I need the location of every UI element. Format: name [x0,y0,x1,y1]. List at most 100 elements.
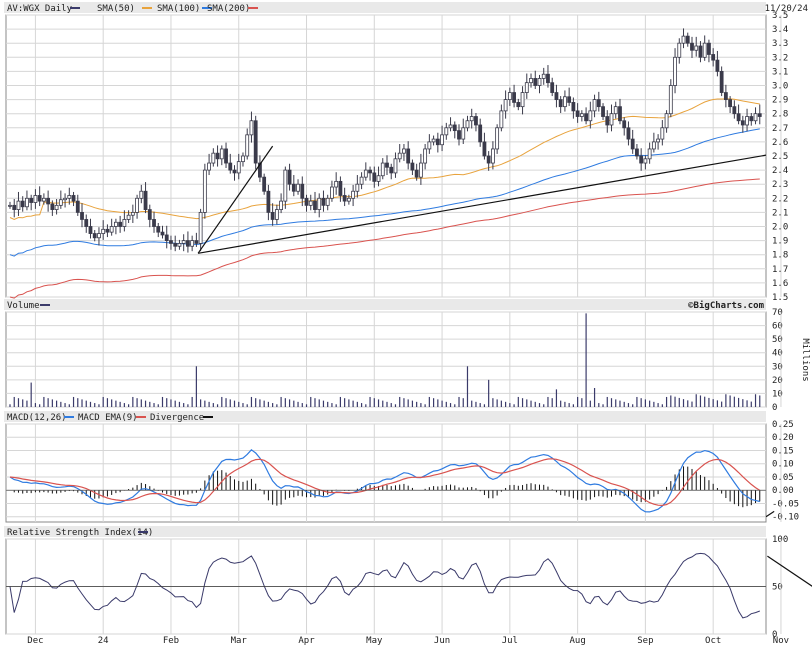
candle-body [626,127,631,140]
candle-body [673,56,677,86]
candle-body [385,162,389,168]
candle-body [440,134,444,146]
candle-body [643,158,648,164]
candle-body [406,148,411,164]
candle-body [177,243,182,247]
y-tick-label: 30 [772,362,783,372]
y-tick-label: 2.0 [772,223,788,233]
candle-body [190,240,195,247]
y-tick-label: 0 [772,403,777,413]
candle-body [266,190,271,213]
macd-ema-label: MACD EMA(9) [78,413,138,423]
candle-body [563,96,567,108]
candle-body [258,162,262,178]
candle-body [33,195,38,203]
price-trendline [197,145,274,254]
y-tick-label: 2.5 [772,152,788,162]
candle-body [274,209,279,220]
y-tick-label: 0.00 [772,486,794,496]
y-tick-label: 2.2 [772,194,788,204]
x-tick-label: 24 [98,636,109,645]
candle-body [25,197,29,208]
candle-body [635,148,639,157]
candle-body [46,197,51,205]
y-tick-label: 0.20 [772,433,794,443]
candle-body [533,78,538,86]
candle-body [296,183,300,192]
candle-body [101,228,106,234]
candle-body [84,219,89,227]
y-tick-label: 0.25 [772,420,794,430]
candle-body [711,54,716,61]
x-tick-label: Dec [27,636,43,645]
candle-body [173,243,178,247]
candle-body [164,234,169,242]
candle-body [20,200,25,208]
candle-body [80,211,84,220]
candle-body [376,175,381,182]
candle-body [186,240,190,247]
candle-body [169,240,173,244]
candle-body [702,42,707,58]
y-tick-label: 3.1 [772,67,788,77]
candle-body [194,240,199,244]
candle-body [639,155,644,164]
candle-body [71,195,76,202]
candle-body [156,226,161,233]
candle-body [664,113,669,129]
y-tick-label: 10 [772,389,783,399]
candle-body [427,141,432,150]
candle-body [219,148,224,160]
candle-body [287,169,292,185]
candle-body [575,110,580,117]
candle-body [592,99,597,112]
candle-body [330,186,334,199]
candle-body [270,211,275,220]
candle-body [92,233,97,239]
legend-sma50-label: SMA(50) [97,4,135,14]
candle-body [304,197,309,206]
candle-body [681,35,686,44]
candle-body [516,102,521,108]
candle-body [541,73,546,79]
candle-body [29,197,34,203]
candle-body [308,200,313,206]
y-tick-label: 2.4 [772,166,788,176]
candle-body [37,195,42,202]
price-header-bar [4,2,766,13]
y-tick-label: 0.15 [772,446,794,456]
sma50-line [9,98,760,221]
panel-frame [5,423,767,523]
candle-body [232,169,237,174]
y-tick-label: 3.4 [772,25,788,35]
candle-body [321,197,326,206]
candle-body [452,124,457,132]
candle-body [402,148,406,154]
sma200-line [9,178,760,299]
candle-body [262,176,267,192]
candle-body [58,199,63,206]
y-tick-label: 2.8 [772,110,788,120]
candle-body [630,138,635,150]
candle-body [181,240,186,244]
candle-body [118,221,123,227]
candle-body [529,78,533,84]
y-tick-label: 60 [772,322,783,332]
candle-body [677,42,682,58]
candle-body [249,120,254,136]
candle-body [698,45,703,58]
candle-body [389,166,394,174]
y-tick-label: 0.05 [772,473,794,483]
bigcharts-credit: ©BigCharts.com [688,300,764,311]
macd-line [9,448,760,513]
candle-body [63,197,67,201]
rsi-label: Relative Strength Index(14) [7,528,153,538]
y-tick-label: 1.5 [772,293,788,303]
price-trendline-extended [197,154,767,254]
candle-body [512,92,516,103]
candle-body [215,152,220,160]
candle-body [550,82,555,93]
candle-body [749,116,754,122]
candle-body [579,113,584,117]
candle-body [139,190,144,199]
